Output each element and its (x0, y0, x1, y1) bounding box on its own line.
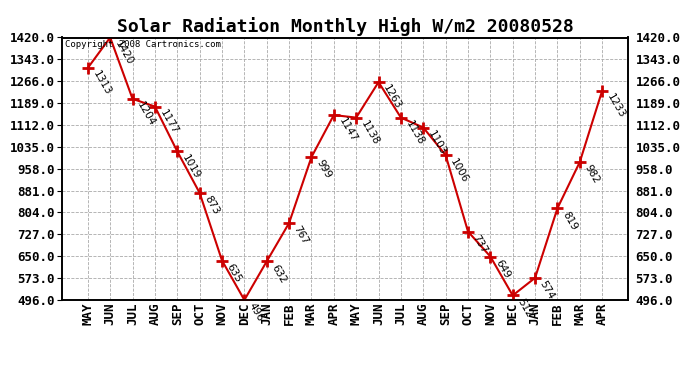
Text: 1420: 1420 (113, 39, 135, 67)
Text: 737: 737 (471, 233, 489, 255)
Text: 982: 982 (582, 164, 601, 186)
Text: 1233: 1233 (605, 92, 627, 120)
Text: 999: 999 (314, 159, 333, 181)
Text: 1263: 1263 (382, 84, 403, 111)
Text: 1103: 1103 (426, 129, 448, 157)
Text: 1177: 1177 (158, 108, 179, 136)
Text: 574: 574 (538, 279, 556, 302)
Text: 496: 496 (247, 302, 266, 324)
Text: 649: 649 (493, 258, 512, 280)
Text: 873: 873 (202, 194, 221, 216)
Text: 635: 635 (225, 262, 244, 284)
Text: 1019: 1019 (180, 153, 202, 181)
Text: 632: 632 (270, 263, 288, 285)
Text: 1204: 1204 (135, 100, 157, 128)
Text: 1138: 1138 (404, 119, 426, 147)
Text: 819: 819 (560, 210, 579, 232)
Text: 767: 767 (292, 224, 310, 247)
Text: 1006: 1006 (448, 156, 470, 184)
Text: Copyright 2008 Cartronics.com: Copyright 2008 Cartronics.com (65, 40, 221, 49)
Text: 1138: 1138 (359, 119, 381, 147)
Text: 1313: 1313 (90, 69, 112, 97)
Title: Solar Radiation Monthly High W/m2 20080528: Solar Radiation Monthly High W/m2 200805… (117, 17, 573, 36)
Text: 512: 512 (515, 297, 534, 319)
Text: 1147: 1147 (337, 117, 359, 144)
